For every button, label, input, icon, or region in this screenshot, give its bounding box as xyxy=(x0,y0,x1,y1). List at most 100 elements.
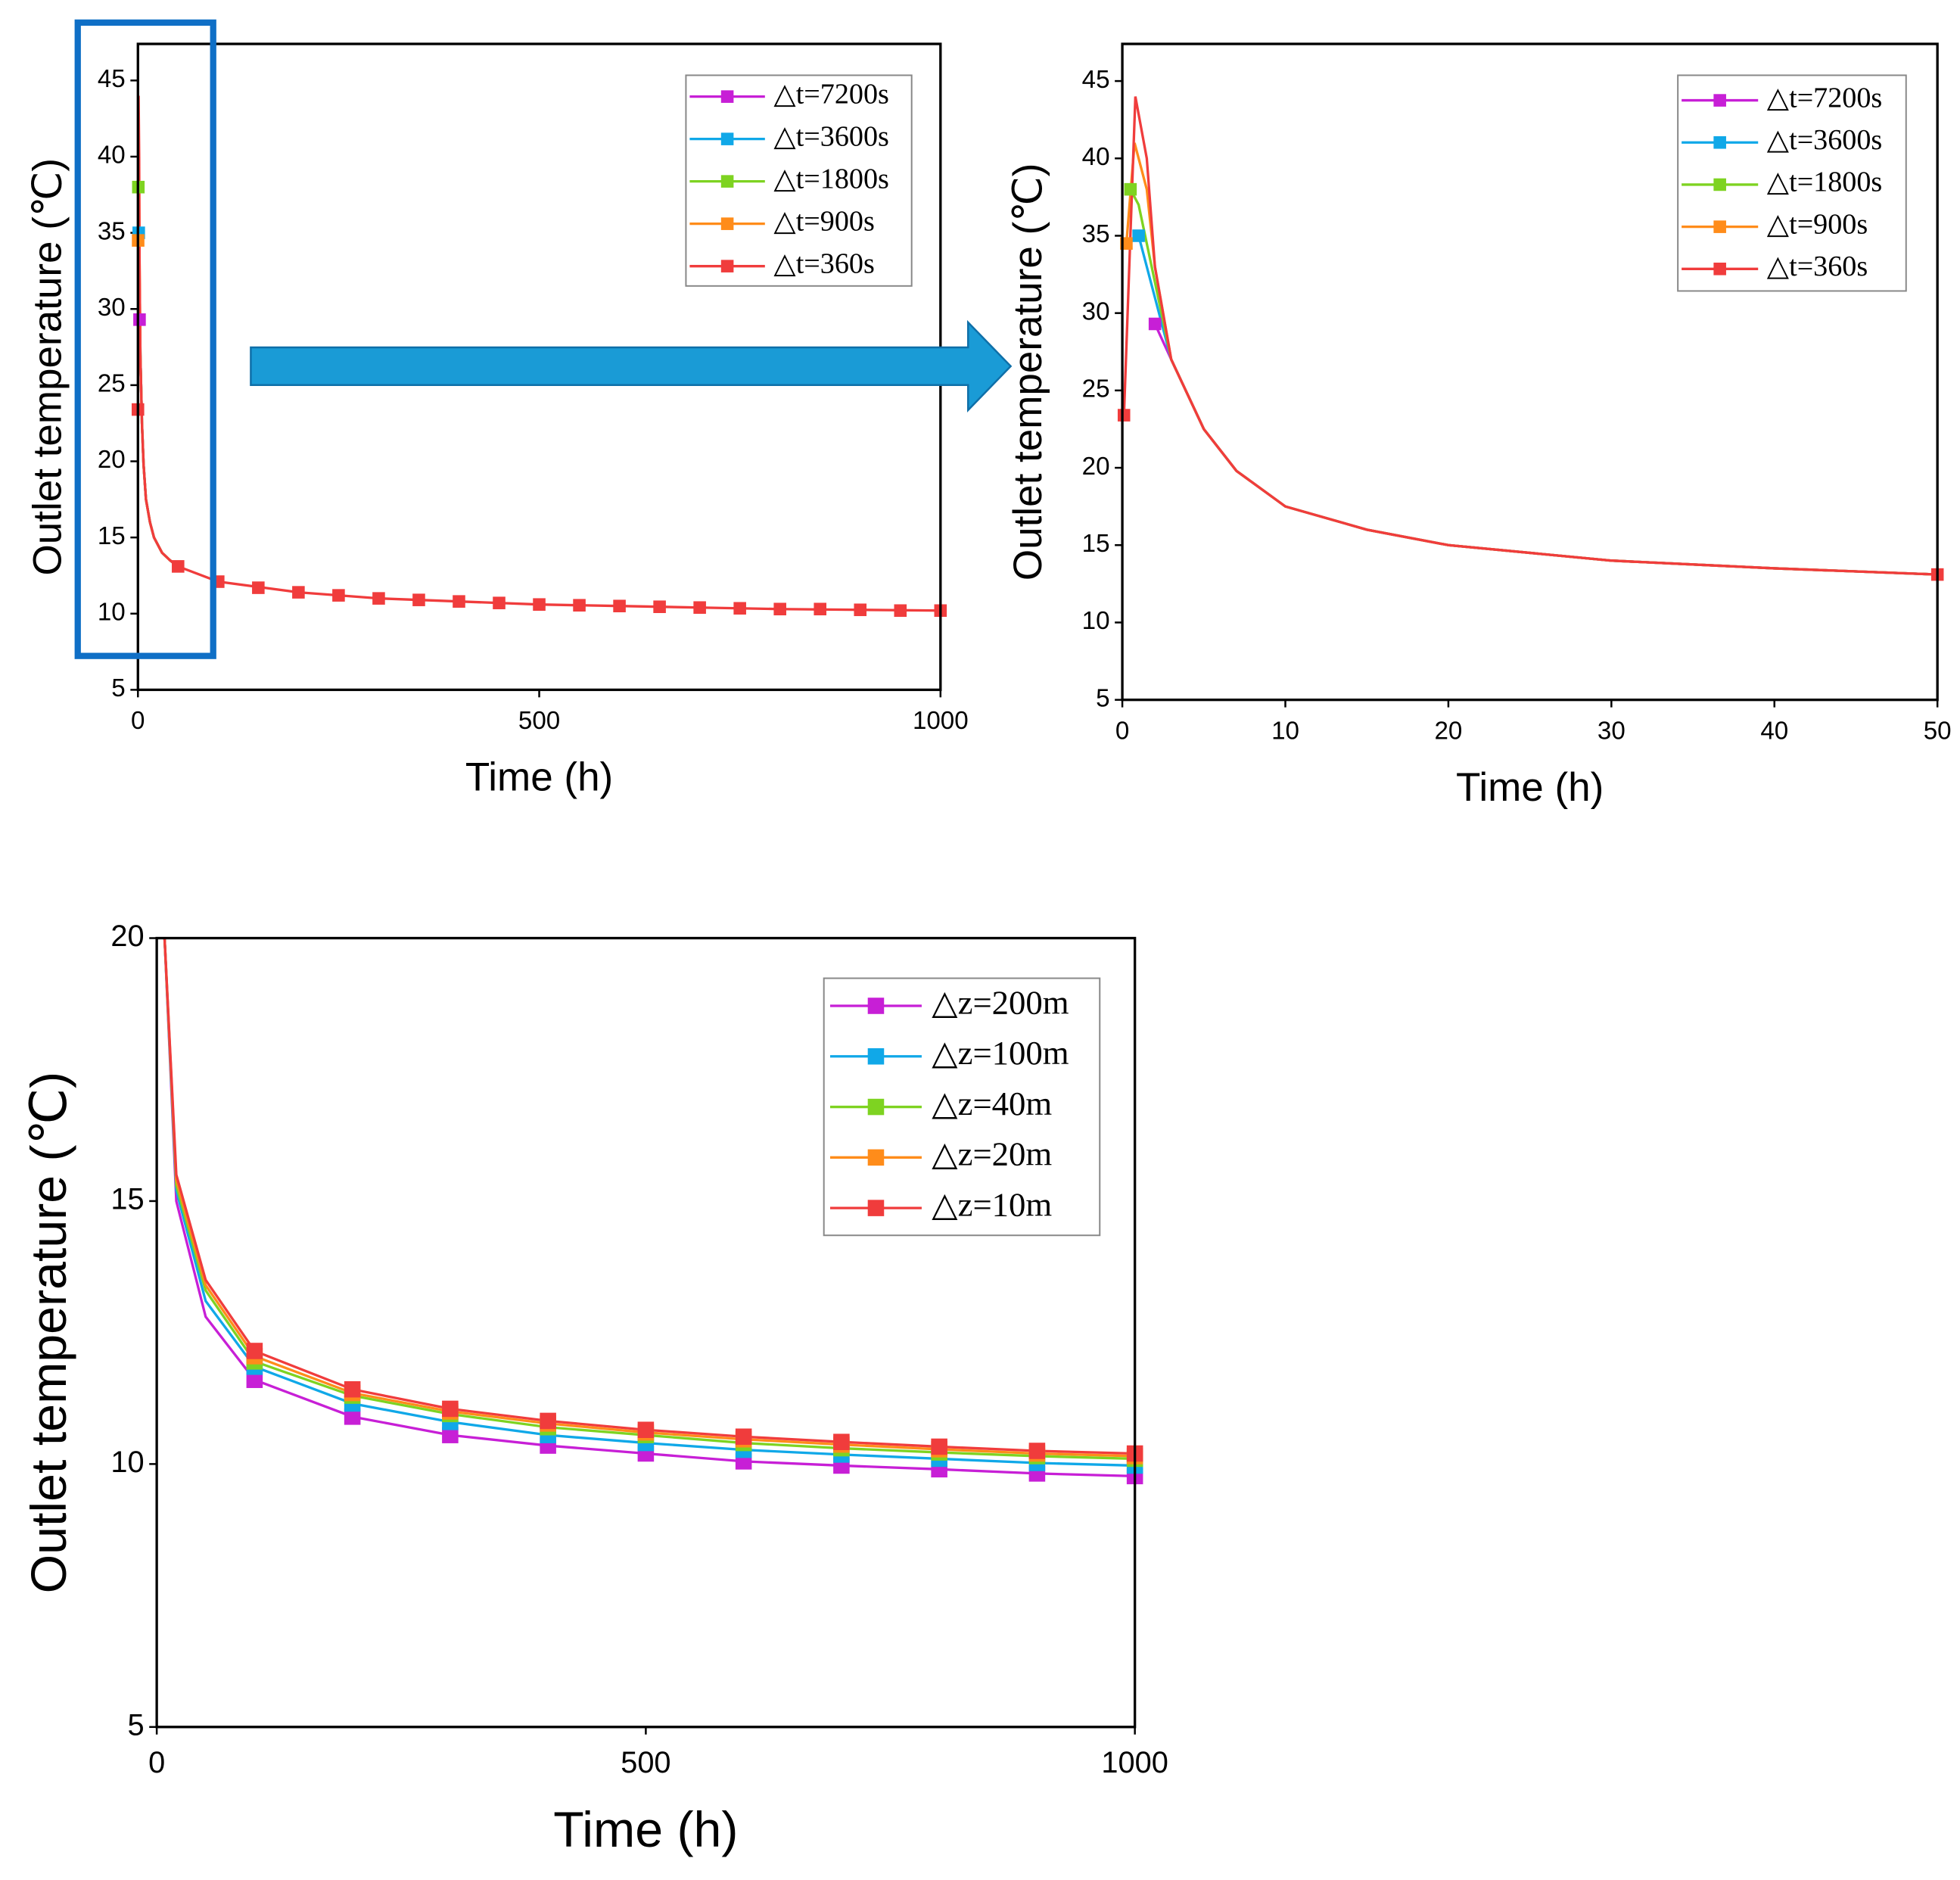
marker xyxy=(1132,229,1145,242)
legend-marker xyxy=(720,260,734,272)
plot xyxy=(1122,96,1938,576)
marker xyxy=(493,596,506,609)
marker xyxy=(693,601,706,615)
y-tick-label: 40 xyxy=(1082,143,1110,171)
legend-marker xyxy=(720,217,734,230)
y-tick-label: 20 xyxy=(110,920,144,953)
marker xyxy=(735,1428,752,1446)
legend-marker xyxy=(1713,263,1726,275)
x-axis-label: Time (h) xyxy=(553,1802,738,1858)
y-tick-label: 30 xyxy=(1082,297,1110,325)
y-tick-label: 20 xyxy=(98,446,126,474)
legend-label: △t=900s xyxy=(1767,208,1868,240)
plot-frame xyxy=(1121,42,1939,702)
legend-marker xyxy=(1713,220,1726,233)
y-tick-label: 5 xyxy=(111,674,125,702)
legend-marker xyxy=(867,1200,885,1216)
marker xyxy=(833,1433,850,1450)
legend-marker xyxy=(867,1149,885,1166)
legend-marker xyxy=(867,1098,885,1116)
marker xyxy=(1124,182,1137,196)
x-axis-label: Time (h) xyxy=(465,755,613,800)
legend-marker xyxy=(867,1048,885,1065)
y-tick-label: 35 xyxy=(1082,220,1110,248)
marker xyxy=(252,581,265,594)
legend-marker xyxy=(720,132,734,145)
marker xyxy=(372,592,385,605)
marker xyxy=(453,595,465,608)
x-tick-label: 500 xyxy=(621,1746,670,1779)
legend-label: △t=3600s xyxy=(1767,124,1882,156)
legend-label: △z=10m xyxy=(932,1185,1052,1223)
series-line xyxy=(138,232,179,568)
marker xyxy=(894,604,907,618)
y-axis-label: Outlet temperature (℃) xyxy=(21,1072,77,1593)
y-tick-label: 15 xyxy=(98,522,126,550)
x-tick-label: 0 xyxy=(1115,717,1129,745)
y-tick-label: 5 xyxy=(1096,684,1109,712)
x-tick-label: 1000 xyxy=(913,707,969,735)
x-tick-label: 20 xyxy=(1434,717,1462,745)
x-tick-label: 40 xyxy=(1760,717,1788,745)
y-tick-label: 10 xyxy=(1082,607,1110,635)
x-tick-label: 1000 xyxy=(1101,1746,1168,1779)
legend-marker xyxy=(1713,135,1726,149)
legend-label: △t=360s xyxy=(773,247,874,279)
marker xyxy=(442,1400,459,1418)
y-axis-label: Outlet temperature (℃) xyxy=(25,158,70,576)
marker xyxy=(533,598,546,611)
marker xyxy=(733,602,746,615)
marker xyxy=(412,593,425,606)
x-tick-label: 30 xyxy=(1598,717,1626,745)
y-axis-label: Outlet temperature (℃) xyxy=(1006,163,1050,581)
legend-label: △z=40m xyxy=(932,1085,1052,1122)
legend-marker xyxy=(1713,94,1726,107)
legend-marker xyxy=(720,175,734,188)
marker xyxy=(246,1371,263,1388)
legend-label: △z=200m xyxy=(932,983,1069,1021)
marker xyxy=(814,602,827,616)
series-line xyxy=(1153,323,1938,576)
x-tick-label: 0 xyxy=(148,1746,165,1779)
marker xyxy=(1028,1443,1046,1459)
legend-label: △t=360s xyxy=(1767,251,1868,282)
marker xyxy=(854,603,867,617)
x-tick-label: 10 xyxy=(1271,717,1299,745)
series-line xyxy=(1122,96,1938,576)
y-tick-label: 45 xyxy=(1082,66,1110,94)
marker xyxy=(246,1343,263,1359)
marker xyxy=(172,560,185,573)
y-tick-label: 35 xyxy=(98,217,126,245)
y-tick-label: 40 xyxy=(98,142,126,170)
x-tick-label: 0 xyxy=(131,707,145,735)
y-tick-label: 10 xyxy=(98,599,126,627)
y-tick-label: 15 xyxy=(110,1182,144,1215)
highlight-box xyxy=(74,19,216,659)
legend-label: △t=1800s xyxy=(773,163,888,195)
legend-marker xyxy=(1713,178,1726,191)
legend-label: △z=100m xyxy=(932,1034,1069,1072)
y-tick-label: 45 xyxy=(98,65,126,93)
marker xyxy=(773,602,786,616)
marker xyxy=(931,1438,947,1455)
y-tick-label: 15 xyxy=(1082,530,1110,558)
marker xyxy=(344,1408,361,1425)
marker xyxy=(613,599,626,613)
x-tick-label: 500 xyxy=(518,707,560,735)
y-tick-label: 25 xyxy=(98,370,126,398)
y-tick-label: 5 xyxy=(127,1708,144,1741)
legend-marker xyxy=(720,90,734,103)
plot-frame xyxy=(155,936,1137,1729)
y-tick-label: 25 xyxy=(1082,375,1110,403)
marker xyxy=(540,1412,556,1430)
marker xyxy=(332,589,345,602)
legend-label: △t=3600s xyxy=(773,120,888,152)
marker xyxy=(292,586,305,599)
legend-label: △z=20m xyxy=(932,1135,1052,1173)
x-tick-label: 50 xyxy=(1924,717,1952,745)
marker xyxy=(133,313,146,326)
y-tick-label: 20 xyxy=(1082,453,1110,481)
y-tick-label: 30 xyxy=(98,294,126,322)
marker xyxy=(653,600,666,614)
